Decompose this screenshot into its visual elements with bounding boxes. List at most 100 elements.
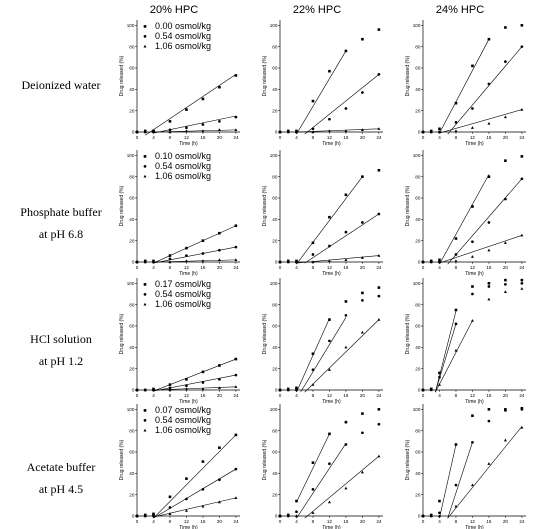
data-point-1	[471, 107, 474, 110]
y-tick-label: 80	[415, 302, 421, 307]
fit-line-1	[447, 442, 473, 519]
data-point-0	[454, 237, 458, 240]
data-point-0	[234, 433, 238, 437]
data-point-2	[429, 388, 433, 392]
data-point-2	[437, 130, 441, 134]
fit-line-1	[435, 323, 457, 393]
data-point-1	[361, 299, 364, 302]
fit-line-0	[153, 358, 236, 392]
y-tick-label: 80	[415, 174, 421, 179]
data-point-2	[454, 129, 458, 133]
fit-line-0	[439, 174, 490, 265]
data-point-0	[520, 24, 524, 27]
y-tick-label: 40	[129, 87, 135, 92]
data-point-2	[294, 514, 298, 518]
data-point-2	[421, 260, 425, 264]
panel-1-1: 0 20 40 60 80 100 0 4 8 12 16 20 24 Time (h) Drug rele…	[262, 150, 383, 277]
x-tick-label: 20	[503, 393, 509, 398]
data-point-0	[487, 175, 491, 178]
fit-line-0	[296, 318, 330, 393]
fit-line-1	[304, 213, 380, 264]
data-point-2	[503, 438, 507, 442]
data-point-0	[311, 461, 315, 464]
x-tick-label: 20	[217, 519, 223, 524]
x-tick-label: 8	[169, 265, 172, 270]
y-tick-label: 60	[272, 66, 278, 71]
data-point-2	[429, 130, 433, 134]
data-point-2	[143, 388, 147, 392]
x-tick-label: 12	[184, 519, 190, 524]
data-point-1	[311, 127, 315, 131]
legend-entry-2: 1.06 osmol/kg	[155, 299, 211, 309]
fit-line-1	[296, 443, 347, 519]
column-title-20-hpc: 20% HPC	[149, 4, 199, 16]
data-point-2	[278, 514, 282, 518]
panel-3-1: 0 20 40 60 80 100 0 4 8 12 16 20 24 Time (h) Drug rele…	[262, 404, 383, 529]
y-axis-label: Drug released (%)	[405, 55, 411, 96]
x-tick-label: 8	[169, 393, 172, 398]
data-point-2	[520, 108, 524, 111]
data-point-2	[454, 348, 458, 352]
data-point-1	[344, 443, 348, 446]
y-tick-label: 60	[129, 196, 135, 201]
legend-marker-1	[143, 35, 147, 38]
data-point-2	[135, 130, 139, 134]
x-tick-label: 12	[184, 393, 190, 398]
x-tick-label: 16	[486, 265, 492, 270]
data-point-1	[454, 483, 458, 487]
data-point-2	[135, 388, 139, 392]
data-point-1	[328, 244, 331, 248]
data-point-1	[377, 422, 381, 426]
fit-line-0	[435, 310, 457, 393]
data-point-1	[471, 441, 474, 444]
data-point-1	[218, 478, 221, 482]
y-tick-label: 0	[275, 388, 278, 393]
data-point-2	[168, 260, 172, 264]
y-tick-label: 20	[129, 238, 135, 243]
data-point-1	[438, 511, 441, 515]
data-point-2	[184, 387, 188, 391]
x-axis-label: Time (h)	[465, 525, 484, 529]
legend-entry-1: 0.54 osmol/kg	[155, 161, 211, 171]
data-point-0	[185, 378, 188, 381]
y-axis-label: Drug released (%)	[405, 313, 411, 354]
x-axis-label: Time (h)	[179, 141, 198, 147]
legend-marker-2	[143, 302, 147, 306]
legend-marker-1	[143, 293, 147, 296]
row-label-line: Deionized water	[21, 78, 101, 92]
y-tick-label: 40	[415, 471, 421, 476]
data-point-2	[503, 115, 507, 119]
x-axis-label: Time (h)	[179, 525, 198, 529]
x-tick-label: 16	[343, 393, 349, 398]
data-point-1	[504, 283, 507, 286]
fit-line-0	[439, 444, 457, 519]
y-tick-label: 100	[270, 23, 278, 28]
data-point-0	[471, 285, 474, 288]
y-tick-label: 0	[418, 514, 421, 519]
data-point-2	[217, 386, 221, 389]
fit-line-0	[296, 433, 330, 503]
data-point-2	[470, 126, 474, 129]
data-point-0	[471, 414, 474, 418]
data-point-2	[311, 511, 315, 514]
y-axis-label: Drug released (%)	[119, 313, 125, 354]
x-tick-label: 24	[376, 519, 382, 524]
panel-3-2: 0 20 40 60 80 100 0 4 8 12 16 20 24 Time (h) Drug rele…	[405, 404, 526, 529]
data-point-2	[151, 130, 155, 134]
data-point-1	[168, 386, 172, 390]
data-point-2	[487, 297, 491, 301]
data-point-2	[286, 260, 290, 264]
data-point-2	[360, 128, 364, 131]
data-point-1	[234, 373, 238, 377]
data-point-2	[470, 483, 474, 487]
fit-line-1	[447, 178, 523, 265]
y-tick-label: 0	[132, 130, 135, 135]
data-point-2	[201, 504, 205, 508]
data-point-1	[454, 253, 458, 256]
x-tick-label: 8	[169, 519, 172, 524]
data-point-2	[278, 388, 282, 392]
x-tick-label: 24	[233, 265, 239, 270]
data-point-0	[311, 99, 315, 103]
data-point-2	[143, 514, 147, 518]
data-point-1	[520, 177, 524, 181]
